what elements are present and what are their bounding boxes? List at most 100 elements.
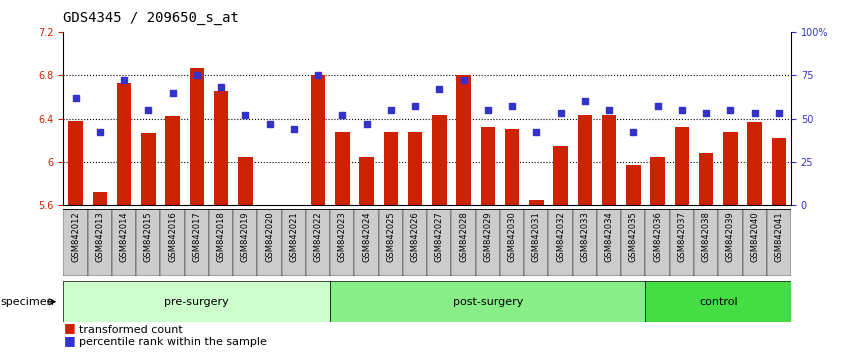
Bar (456, 75, 471, 205)
Point (384, 107, 398, 113)
Bar (475, 209, 500, 276)
Bar (597, 209, 621, 276)
Bar (383, 132, 398, 205)
Bar (112, 209, 136, 276)
Bar (432, 115, 447, 205)
Text: GSM842025: GSM842025 (387, 211, 395, 262)
Bar (723, 132, 738, 205)
Bar (262, 205, 277, 211)
Bar (282, 209, 306, 276)
Bar (694, 209, 718, 276)
Bar (287, 205, 301, 212)
Bar (335, 132, 349, 205)
Text: ■: ■ (63, 321, 75, 335)
Point (457, 78, 470, 83)
Point (287, 126, 300, 132)
Bar (233, 209, 257, 276)
Text: GSM842018: GSM842018 (217, 211, 226, 262)
Bar (403, 209, 427, 276)
Bar (92, 192, 107, 205)
Point (118, 78, 131, 83)
Bar (743, 209, 766, 276)
Bar (573, 209, 597, 276)
Text: pre-surgery: pre-surgery (164, 297, 229, 307)
Bar (674, 127, 689, 205)
Bar (117, 83, 131, 205)
Bar (602, 115, 617, 205)
Bar (136, 209, 161, 276)
Text: transformed count: transformed count (79, 325, 183, 335)
Text: GSM842019: GSM842019 (241, 211, 250, 262)
Point (505, 104, 519, 109)
Bar (238, 156, 253, 205)
Point (700, 110, 713, 116)
Point (336, 112, 349, 118)
Text: GSM842036: GSM842036 (653, 211, 662, 262)
Text: GSM842022: GSM842022 (314, 211, 322, 262)
Bar (161, 209, 184, 276)
Bar (718, 209, 743, 276)
Point (627, 130, 640, 135)
Point (530, 130, 543, 135)
Bar (360, 156, 374, 205)
Bar (165, 116, 180, 205)
Text: GSM842016: GSM842016 (168, 211, 177, 262)
Text: GSM842012: GSM842012 (71, 211, 80, 262)
Point (311, 73, 325, 78)
Point (166, 90, 179, 96)
Text: GSM842034: GSM842034 (605, 211, 613, 262)
Text: percentile rank within the sample: percentile rank within the sample (79, 337, 266, 347)
Text: GSM842033: GSM842033 (580, 211, 590, 262)
Bar (209, 209, 233, 276)
Bar (772, 138, 786, 205)
Point (578, 98, 591, 104)
Text: GSM842038: GSM842038 (701, 211, 711, 262)
Point (214, 85, 228, 90)
Point (409, 104, 422, 109)
Point (190, 73, 204, 78)
Text: GSM842040: GSM842040 (750, 211, 759, 262)
Bar (651, 156, 665, 205)
Point (239, 112, 252, 118)
Point (69, 95, 82, 101)
Bar (330, 209, 354, 276)
Point (748, 110, 761, 116)
Text: GSM842029: GSM842029 (483, 211, 492, 262)
Point (651, 104, 664, 109)
Text: GSM842023: GSM842023 (338, 211, 347, 262)
Bar (88, 209, 112, 276)
Point (263, 121, 277, 127)
Bar (306, 209, 330, 276)
Bar (408, 132, 422, 205)
Bar (766, 209, 791, 276)
Point (481, 107, 495, 113)
Text: GSM842014: GSM842014 (119, 211, 129, 262)
Point (554, 110, 568, 116)
Bar (505, 130, 519, 205)
Text: GSM842026: GSM842026 (410, 211, 420, 262)
Bar (190, 68, 204, 205)
Text: GSM842021: GSM842021 (289, 211, 299, 262)
Text: control: control (699, 297, 738, 307)
Bar (63, 281, 330, 322)
Point (360, 121, 373, 127)
Bar (699, 153, 713, 205)
Point (141, 107, 155, 113)
Point (93, 130, 107, 135)
Text: GSM842027: GSM842027 (435, 211, 444, 262)
Bar (184, 209, 209, 276)
Point (772, 110, 786, 116)
Point (602, 107, 616, 113)
Bar (645, 281, 791, 322)
Bar (69, 121, 83, 205)
Bar (481, 127, 495, 205)
Text: GSM842013: GSM842013 (96, 211, 104, 262)
Text: GSM842020: GSM842020 (265, 211, 274, 262)
Bar (621, 209, 645, 276)
Text: GSM842032: GSM842032 (556, 211, 565, 262)
Bar (310, 75, 326, 205)
Bar (578, 115, 592, 205)
Bar (548, 209, 573, 276)
Bar (354, 209, 379, 276)
Text: GSM842030: GSM842030 (508, 211, 517, 262)
